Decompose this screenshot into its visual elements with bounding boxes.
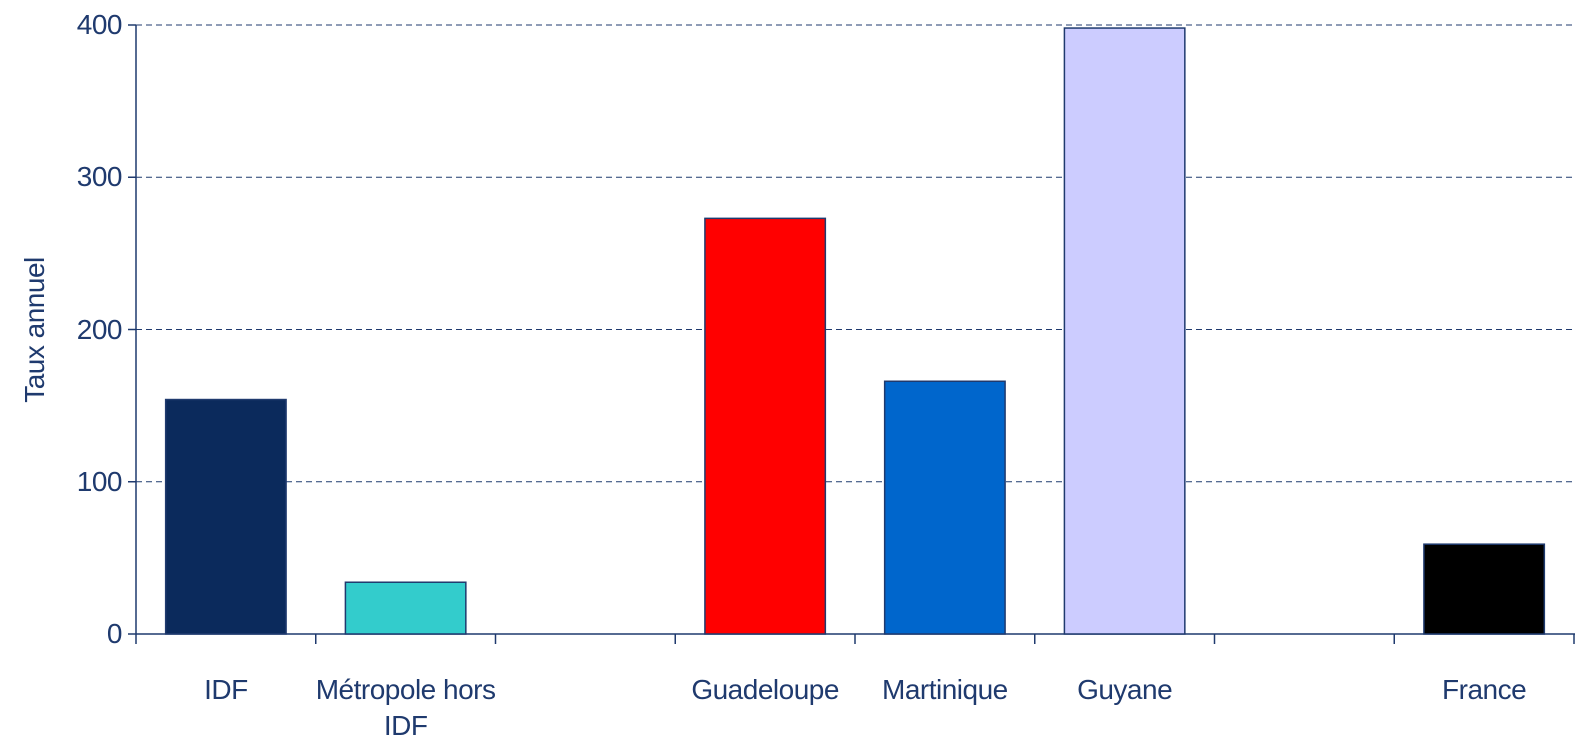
bar <box>344 581 467 635</box>
y-tick-label: 300 <box>76 161 123 193</box>
bar <box>164 398 287 635</box>
bar <box>883 380 1006 635</box>
x-tick-label: Guadeloupe <box>691 674 839 705</box>
y-tick-label: 400 <box>76 9 123 40</box>
bar <box>1423 543 1546 635</box>
bar <box>1063 27 1186 635</box>
x-tick-label: Martinique <box>882 674 1008 705</box>
x-tick-label: Métropole hors IDF <box>315 674 496 741</box>
x-tick-label: Guyane <box>1077 674 1173 705</box>
y-tick-label: 100 <box>76 465 123 497</box>
bar <box>704 217 827 635</box>
x-tick-label: France <box>1442 674 1527 705</box>
y-tick-label: 0 <box>106 618 123 649</box>
y-tick-label: 200 <box>76 313 123 345</box>
x-tick-label: IDF <box>204 674 248 705</box>
